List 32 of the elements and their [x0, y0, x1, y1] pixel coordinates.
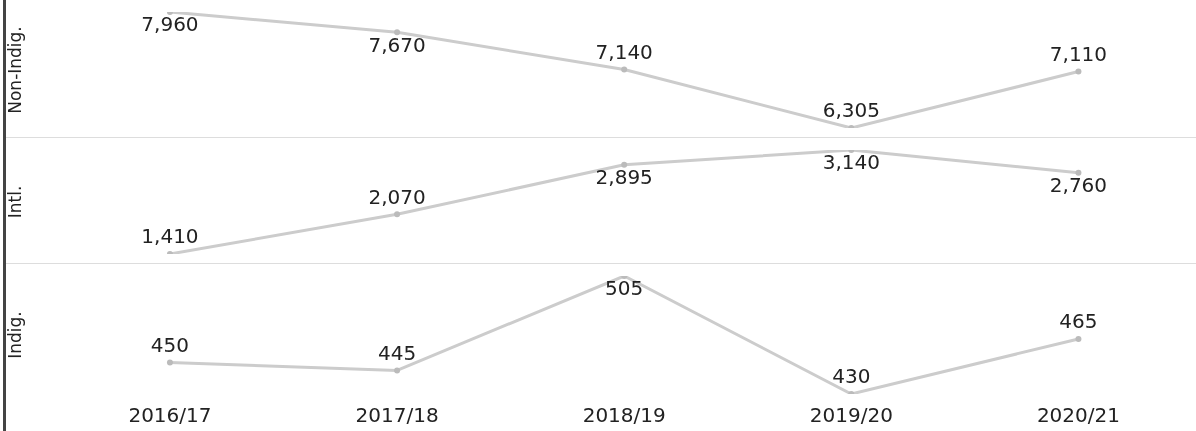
y-axis-title: Non-Indig. — [4, 26, 25, 114]
x-tick-label: 2018/19 — [582, 403, 666, 428]
point — [166, 359, 173, 366]
data-label: 2,760 — [1049, 173, 1108, 198]
point — [621, 161, 628, 168]
y-axis-title: Indig. — [4, 311, 25, 359]
data-label: 445 — [377, 340, 417, 365]
x-tick-label: 2019/20 — [809, 403, 893, 428]
point — [394, 211, 401, 218]
data-label: 6,305 — [822, 98, 880, 123]
point — [1075, 335, 1082, 342]
data-label: 2,070 — [368, 184, 426, 209]
point — [394, 29, 401, 36]
point — [621, 66, 628, 73]
data-label: 7,960 — [141, 12, 199, 37]
data-label: 430 — [832, 364, 871, 389]
data-label: 7,140 — [595, 39, 653, 64]
point — [394, 367, 401, 374]
data-label: 3,140 — [822, 150, 880, 175]
data-label: 465 — [1059, 309, 1098, 334]
data-label: 505 — [605, 276, 644, 301]
point — [1075, 169, 1082, 176]
data-label: 1,410 — [141, 224, 199, 249]
data-label: 7,110 — [1049, 41, 1108, 66]
x-tick-label: 2017/18 — [355, 403, 439, 428]
point — [1075, 68, 1082, 75]
data-label: 2,895 — [595, 164, 653, 189]
x-tick-label: 2016/17 — [128, 403, 212, 428]
data-label: 450 — [150, 332, 190, 357]
data-label: 7,670 — [368, 32, 426, 57]
x-tick-label: 2020/21 — [1036, 403, 1120, 428]
y-axis-title: Intl. — [4, 185, 25, 219]
